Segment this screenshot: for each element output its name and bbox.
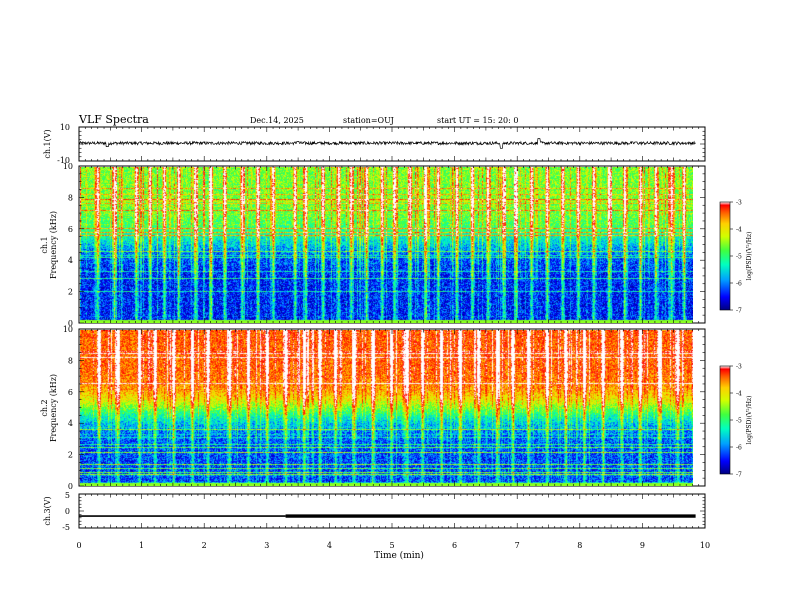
ch1-freq-tick-label: 4	[68, 256, 73, 265]
ch1-freq-tick-label: 10	[63, 162, 73, 171]
ch1-spec-ylabel-freq: Frequency (kHz)	[49, 211, 58, 279]
time-tick-label: 0	[76, 541, 81, 550]
time-tick-label: 4	[327, 541, 332, 550]
ch1-waveform-frame	[78, 126, 706, 162]
time-tick-label: 3	[264, 541, 269, 550]
ch1-freq-tick-label: 2	[68, 288, 73, 297]
ch1-colorbar-label: log(PSD)(V²/Hz)	[746, 232, 753, 281]
time-axis-label: Time (min)	[374, 550, 424, 561]
ch2-freq-tick-label: 2	[68, 451, 73, 460]
time-tick-label: 10	[700, 541, 710, 550]
start-time-label: start UT = 15: 20: 0	[437, 116, 518, 125]
ch1-ytick-bottom: -10	[57, 156, 70, 165]
station-label: station=OUJ	[343, 116, 394, 125]
ch1-colorbar-tick-label: -4	[736, 227, 742, 234]
time-tick-label: 2	[202, 541, 207, 550]
ch1-ytick-top: 10	[60, 123, 70, 132]
time-tick-label: 5	[389, 541, 394, 550]
ch2-colorbar	[719, 365, 731, 475]
ch3-signal-ticks	[78, 493, 706, 529]
ch2-spectrogram-image	[80, 330, 693, 486]
figure-title: VLF Spectra	[78, 113, 149, 126]
ch1-ylabel: ch.1(V)	[43, 129, 52, 158]
ch2-freq-tick-label: 8	[68, 356, 73, 365]
ch2-freq-tick-label: 4	[68, 419, 73, 428]
ch1-waveform-ticks	[78, 126, 706, 162]
ch3-ytick-mid: 0	[65, 507, 70, 516]
ch2-spectrogram-ticks: 0 2 4 6 8 10	[63, 325, 706, 491]
ch1-freq-tick-label: 0	[68, 319, 73, 328]
time-tick-label: 7	[515, 541, 520, 550]
ch2-spec-ylabel-ch: ch.2	[40, 399, 49, 416]
ch2-freq-tick-label: 10	[63, 325, 73, 334]
ch1-waveform-line	[78, 138, 696, 149]
ch1-colorbar-tick-label: -6	[736, 281, 742, 288]
ch1-colorbar-tick-label: -5	[736, 254, 742, 261]
ch2-colorbar-tick-label: -6	[736, 445, 742, 452]
ch2-colorbar-tick-label: -7	[736, 472, 742, 479]
date-label: Dec.14, 2025	[250, 116, 304, 125]
ch1-freq-tick-label: 8	[68, 193, 73, 202]
ch2-freq-tick-label: 6	[68, 388, 73, 397]
ch2-colorbar-tick-label: -5	[736, 418, 742, 425]
ch2-freq-tick-label: 0	[68, 482, 73, 491]
ch3-ytick-top: 5	[65, 491, 70, 500]
ch1-spec-ylabel-ch: ch.1	[40, 236, 49, 253]
ch1-spectrogram-image	[80, 167, 693, 323]
ch3-ylabel: ch.3(V)	[43, 496, 52, 525]
time-axis-tick-labels: 0 1 2 3 4 5 6 7 8 9 10	[76, 541, 710, 550]
time-tick-label: 6	[452, 541, 457, 550]
ch2-colorbar-tick-label: -4	[736, 391, 742, 398]
ch1-colorbar-ticks: -3 -4 -5 -6 -7	[730, 200, 742, 315]
ch1-colorbar-tick-label: -7	[736, 308, 742, 315]
ch1-colorbar-tick-label: -3	[736, 200, 742, 207]
ch3-signal-frame	[78, 493, 706, 529]
ch1-spectrogram-ticks: 0 2 4 6 8 10	[63, 162, 706, 328]
ch2-colorbar-tick-label: -3	[736, 364, 742, 371]
ch1-freq-tick-label: 6	[68, 225, 73, 234]
time-tick-label: 1	[139, 541, 144, 550]
ch2-spec-ylabel-freq: Frequency (kHz)	[49, 374, 58, 442]
time-tick-label: 9	[640, 541, 645, 550]
time-tick-label: 8	[577, 541, 582, 550]
ch2-colorbar-ticks: -3 -4 -5 -6 -7	[730, 364, 742, 479]
ch3-ytick-bottom: -5	[62, 523, 70, 532]
ch1-colorbar	[719, 201, 731, 311]
ch2-colorbar-label: log(PSD)(V²/Hz)	[746, 396, 753, 445]
